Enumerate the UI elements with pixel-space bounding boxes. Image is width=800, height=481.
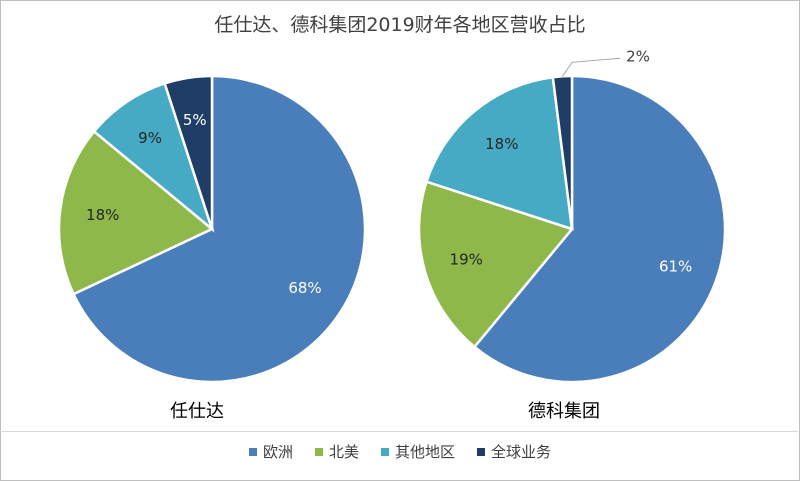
pie2-label-europe: 61% — [659, 257, 692, 275]
pie2-slice-global — [551, 74, 574, 230]
legend-label-north-america: 北美 — [328, 443, 359, 461]
legend-divider — [0, 431, 798, 432]
legend-swatch-other-regions — [381, 447, 389, 456]
pie1-label-global: 5% — [183, 111, 207, 129]
pie2-label-north-america: 19% — [450, 251, 483, 269]
legend-label-other-regions: 其他地区 — [395, 443, 456, 461]
pie1-slice-north-america — [57, 129, 215, 296]
pie-name-1: 任仕达 — [170, 401, 224, 422]
pie2-slice-europe — [472, 74, 727, 384]
legend-item-other-regions: 其他地区 — [381, 441, 455, 462]
pie1-slice-global — [163, 74, 214, 230]
pie2-slice-north-america — [417, 180, 575, 349]
pie1-slice-europe — [71, 74, 367, 384]
pie1-label-europe: 68% — [288, 279, 321, 297]
pie2-slice-other-regions — [424, 75, 574, 231]
legend-swatch-global — [477, 447, 486, 456]
legend-item-europe: 欧洲 — [248, 441, 293, 462]
pie2-label-other-regions: 18% — [485, 135, 518, 153]
pie2-label-global: 2% — [626, 47, 650, 65]
pie2-leader-global — [561, 57, 621, 77]
legend-swatch-europe — [248, 447, 257, 456]
legend-label-global: 全球业务 — [491, 443, 552, 461]
pie-name-2: 德科集团 — [528, 401, 600, 422]
legend-item-global: 全球业务 — [477, 441, 551, 462]
legend-item-north-america: 北美 — [314, 441, 359, 462]
legend: 欧洲 北美 其他地区 全球业务 — [0, 441, 800, 462]
pie1-label-north-america: 18% — [86, 206, 119, 224]
pie1-label-other-regions: 9% — [138, 129, 162, 147]
legend-swatch-north-america — [314, 447, 323, 456]
pie1-slice-other-regions — [92, 81, 215, 233]
legend-label-europe: 欧洲 — [262, 443, 293, 461]
chart-title: 任仕达、德科集团2019财年各地区营收占比 — [214, 14, 586, 36]
